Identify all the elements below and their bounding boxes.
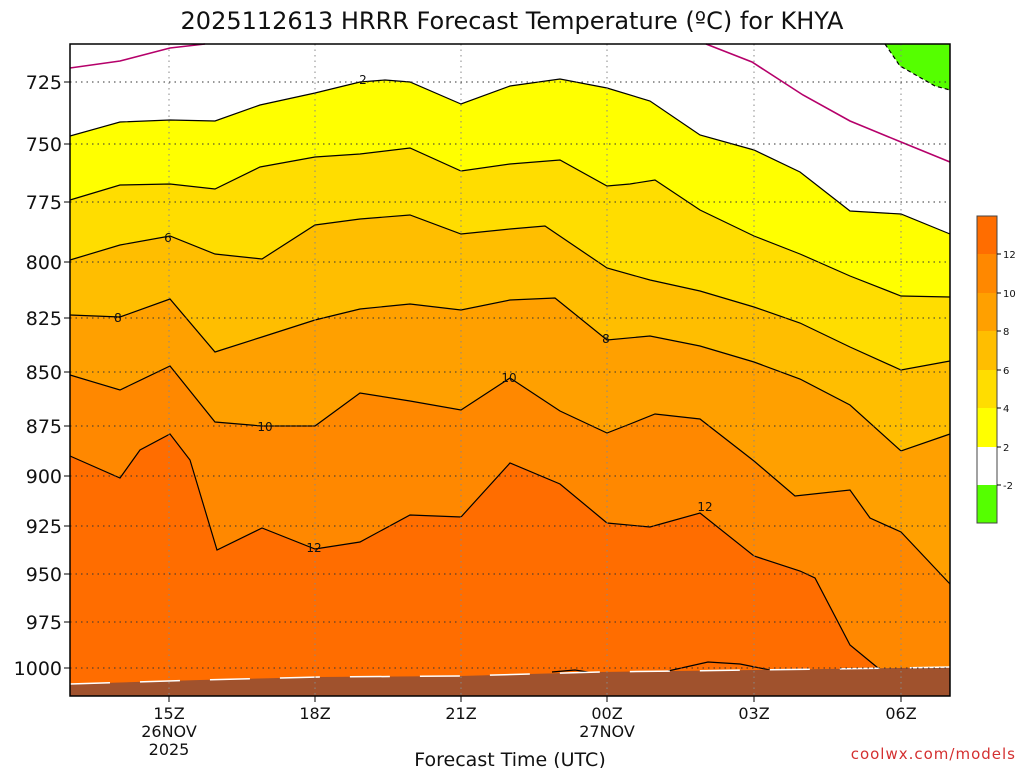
zero-isotherm-1 xyxy=(69,43,206,69)
x-tick-label: 18Z xyxy=(299,704,330,723)
colorbar-tick-label: 4 xyxy=(1003,404,1009,415)
y-axis-ticks: 725 750 775 800 825 850 875 900 925 950 975 1000 xyxy=(14,72,70,680)
colorbar-swatch xyxy=(977,216,997,254)
isotherm-lines xyxy=(69,78,951,675)
colorbar-swatch xyxy=(977,485,997,523)
temperature-fills xyxy=(70,44,950,696)
x-tick-sublabel: 27NOV xyxy=(579,722,635,741)
colorbar-swatch xyxy=(977,293,997,331)
isotherm-6 xyxy=(69,214,951,371)
isotherm-8 xyxy=(69,297,951,452)
colorbar-swatch xyxy=(977,254,997,293)
ground-fill xyxy=(70,667,950,696)
y-tick-label: 725 xyxy=(26,72,62,94)
y-tick-label: 875 xyxy=(26,416,62,438)
colorbar-swatch xyxy=(977,370,997,408)
colorbar-legend: -2 2 4 6 8 10 12 xyxy=(976,215,1016,524)
colorbar-swatch xyxy=(977,447,997,485)
x-tick-label: 03Z xyxy=(738,704,769,723)
isotherm-2 xyxy=(69,78,951,235)
colorbar-tick-label: 8 xyxy=(1003,327,1009,338)
x-axis-label: Forecast Time (UTC) xyxy=(414,749,605,768)
isotherm-label: 2 xyxy=(359,73,367,87)
isotherm-14-small-b xyxy=(667,661,771,672)
x-tick-label: 21Z xyxy=(445,704,476,723)
isotherm-labels: 2 6 8 10 10 8 12 12 xyxy=(114,73,712,555)
colorbar-swatch xyxy=(977,331,997,370)
y-tick-label: 1000 xyxy=(14,658,62,680)
colorbar-tick-label: 6 xyxy=(1003,366,1009,377)
y-tick-label: 800 xyxy=(26,252,62,274)
plot-frame xyxy=(69,43,951,697)
isotherm-label: 12 xyxy=(697,500,712,514)
x-tick-label: 15Z xyxy=(153,704,184,723)
colorbar-tick-label: 10 xyxy=(1003,289,1016,300)
isotherm-4 xyxy=(69,147,951,298)
colorbar-swatch xyxy=(977,408,997,447)
isotherm-label: 8 xyxy=(602,332,610,346)
isotherm-label: 12 xyxy=(306,541,321,555)
zero-isotherm-2 xyxy=(705,43,951,163)
y-tick-label: 925 xyxy=(26,516,62,538)
x-tick-sublabel: 26NOV xyxy=(141,722,197,741)
y-tick-label: 775 xyxy=(26,192,62,214)
y-tick-label: 850 xyxy=(26,362,62,384)
isotherm-label: 8 xyxy=(114,311,122,325)
y-tick-label: 750 xyxy=(26,134,62,156)
freezing-level-line xyxy=(69,43,951,163)
x-tick-label: 00Z xyxy=(591,704,622,723)
x-tick-label: 06Z xyxy=(885,704,916,723)
band-minus2-to-2 xyxy=(70,44,950,234)
isotherm-10 xyxy=(69,365,951,585)
x-tick-sublabel: 2025 xyxy=(149,740,190,759)
isotherm-label: 10 xyxy=(501,371,516,385)
isotherm-label: 6 xyxy=(164,231,172,245)
y-tick-label: 950 xyxy=(26,564,62,586)
colorbar-tick-label: 2 xyxy=(1003,443,1009,454)
gridlines xyxy=(70,44,950,696)
plot-area: 2 6 8 10 10 8 12 12 xyxy=(69,43,951,697)
chart-title: 2025112613 HRRR Forecast Temperature (ºC… xyxy=(181,7,845,35)
y-tick-label: 975 xyxy=(26,612,62,634)
ground-surface xyxy=(69,666,951,696)
y-tick-label: 825 xyxy=(26,308,62,330)
source-watermark: coolwx.com/models xyxy=(851,745,1016,763)
y-tick-label: 900 xyxy=(26,466,62,488)
colorbar-tick-label: -2 xyxy=(1003,481,1013,492)
colorbar-tick-label: 12 xyxy=(1003,250,1016,261)
ground-edge xyxy=(69,666,951,685)
isotherm-label: 10 xyxy=(257,420,272,434)
